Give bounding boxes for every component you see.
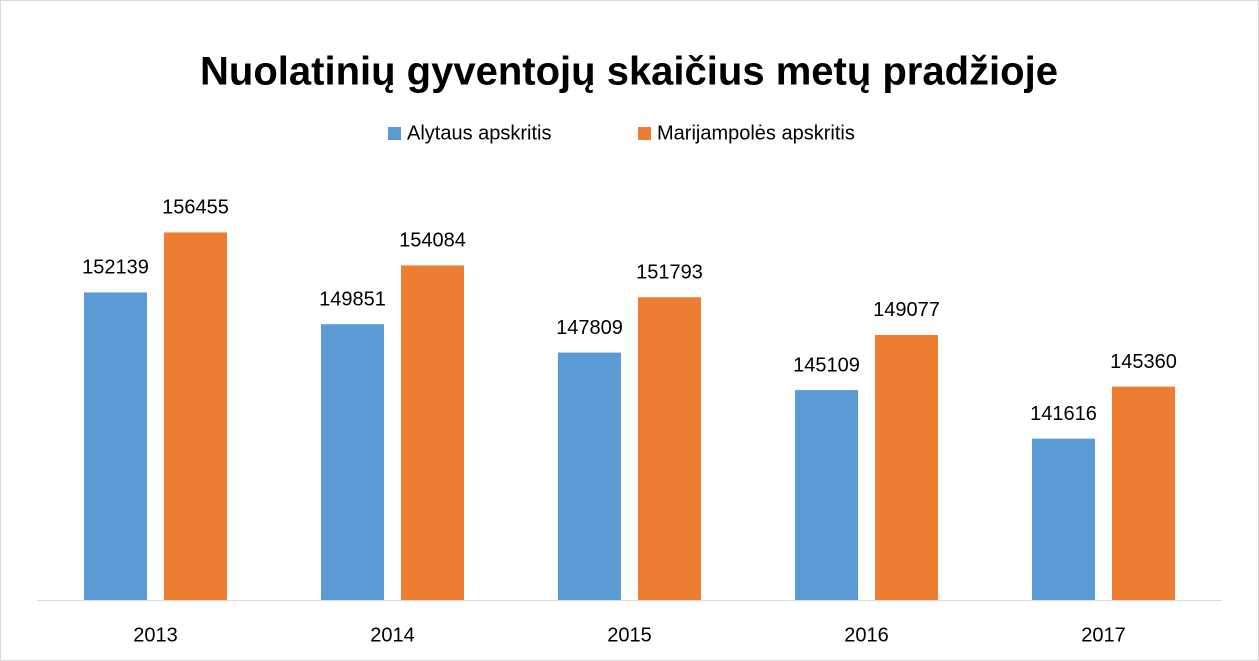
bar (875, 334, 938, 600)
bar (1032, 438, 1095, 600)
bar (1112, 386, 1175, 600)
legend-label: Alytaus apskritis (407, 122, 552, 144)
x-tick-label: 2016 (844, 624, 889, 646)
data-label: 154084 (399, 230, 466, 252)
legend-swatch (388, 127, 401, 140)
x-tick-label: 2014 (370, 624, 415, 646)
data-label: 145360 (1110, 351, 1177, 373)
data-label: 141616 (1030, 403, 1097, 425)
legend-label: Marijampolės apskritis (657, 122, 855, 144)
bar (795, 390, 858, 600)
bar (84, 292, 147, 600)
bar (401, 265, 464, 600)
data-label: 156455 (162, 197, 229, 219)
data-label: 152139 (82, 257, 149, 279)
bar (558, 352, 621, 600)
data-label: 149077 (873, 299, 940, 321)
x-tick-label: 2013 (133, 624, 178, 646)
bar (164, 232, 227, 600)
data-label: 145109 (793, 354, 860, 376)
chart-title: Nuolatinių gyventojų skaičius metų pradž… (200, 50, 1058, 94)
bar (638, 297, 701, 600)
data-label: 147809 (556, 317, 623, 339)
data-label: 149851 (319, 288, 386, 310)
legend-swatch (638, 127, 651, 140)
data-label: 151793 (636, 262, 703, 284)
bar (321, 324, 384, 600)
x-tick-label: 2017 (1081, 624, 1126, 646)
x-tick-label: 2015 (607, 624, 652, 646)
